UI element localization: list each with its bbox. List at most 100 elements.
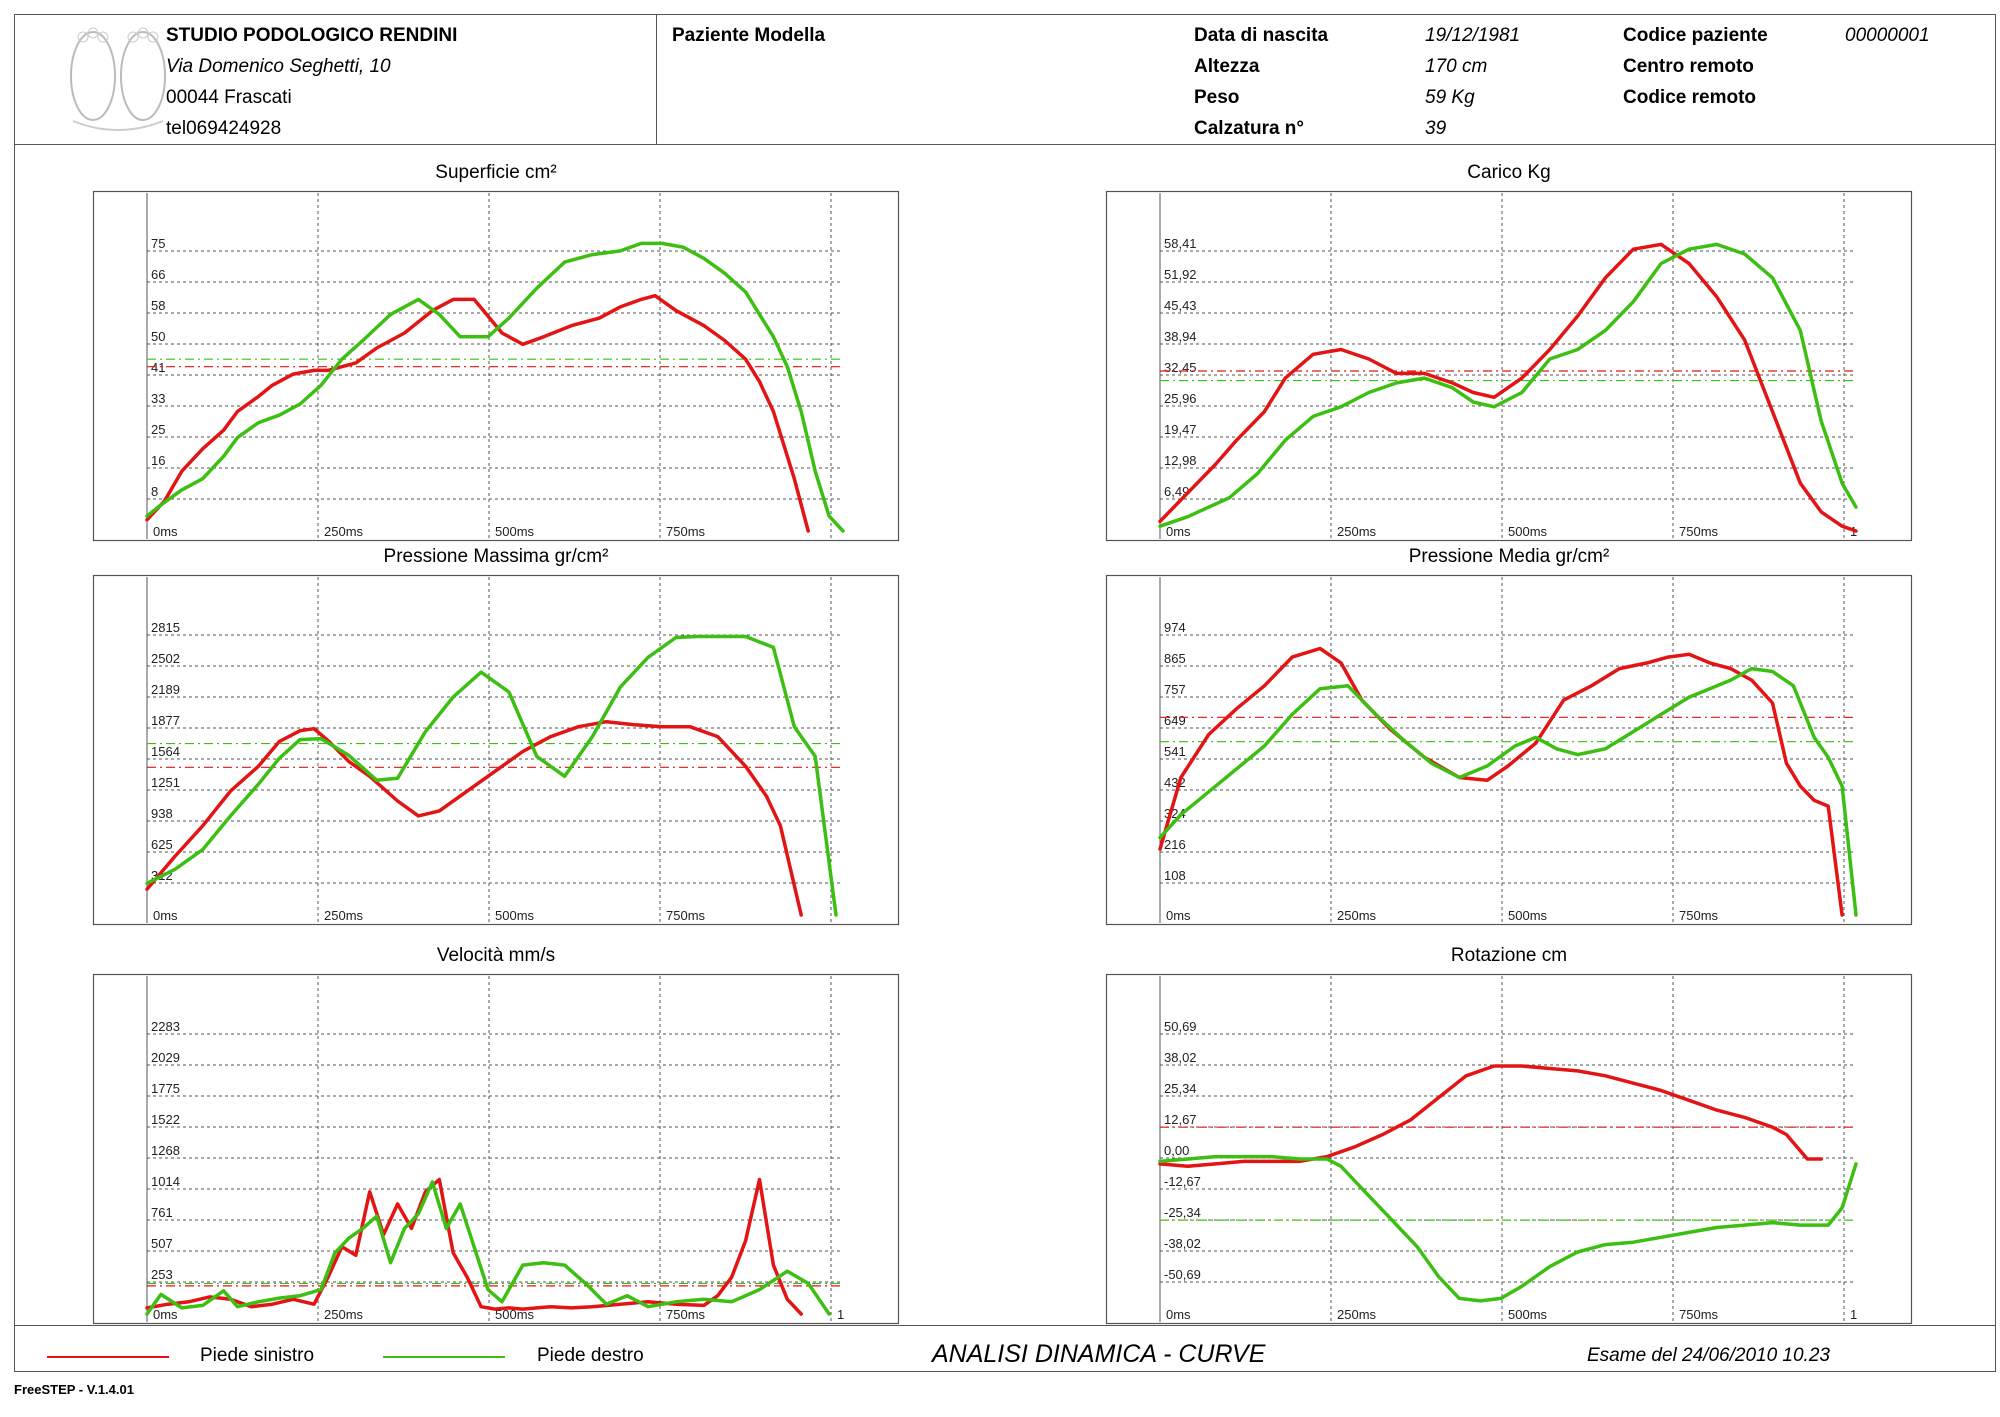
x-tick-label: 250ms (324, 524, 364, 539)
y-tick-label: 45,43 (1164, 298, 1197, 313)
plot-frame (1105, 973, 1913, 1325)
y-tick-label: 66 (151, 267, 165, 282)
chart-5: 253 507 761 1014 1268 1522 1775 2029 2283 0ms 250m… (92, 973, 900, 1325)
y-tick-label: -50,69 (1164, 1267, 1201, 1282)
legend-right-line (383, 1356, 505, 1358)
x-tick-label: 0ms (1166, 1307, 1191, 1322)
plot-frame (92, 190, 900, 542)
y-tick-label: 8 (151, 484, 158, 499)
x-tick-label: 250ms (1337, 524, 1377, 539)
y-tick-label: 865 (1164, 651, 1186, 666)
chart-6: -50,69 -38,02 -25,34 -12,67 0,00 12,67 25,34 38… (1105, 973, 1913, 1325)
birth-label: Data di nascita (1194, 25, 1329, 46)
y-tick-label: 75 (151, 236, 165, 251)
legend-left-line (47, 1356, 169, 1358)
x-tick-label: 250ms (324, 908, 364, 923)
series-right-foot (145, 634, 838, 917)
x-tick-label: 0ms (153, 524, 178, 539)
y-tick-label: 1775 (151, 1081, 180, 1096)
y-tick-label: 33 (151, 391, 165, 406)
y-tick-label: 38,94 (1164, 329, 1197, 344)
y-tick-label: 38,02 (1164, 1050, 1197, 1065)
y-tick-label: 1522 (151, 1112, 180, 1127)
y-tick-label: 12,98 (1164, 453, 1197, 468)
y-tick-label: 938 (151, 806, 173, 821)
x-tick-label: 0ms (153, 1307, 178, 1322)
y-tick-label: 0,00 (1164, 1143, 1189, 1158)
y-tick-label: 108 (1164, 868, 1186, 883)
chart-title: Pressione Media gr/cm² (1408, 546, 1610, 567)
y-tick-label: -25,34 (1164, 1205, 1201, 1220)
legend-left-label: Piede sinistro (200, 1345, 315, 1366)
x-tick-label: 1 (1850, 1307, 1857, 1322)
y-tick-label: 2283 (151, 1019, 180, 1034)
series-left-foot (145, 293, 810, 533)
clinic-address: Via Domenico Seghetti, 10 (166, 56, 391, 77)
y-tick-label: 41 (151, 360, 165, 375)
x-tick-label: 750ms (1679, 1307, 1719, 1322)
footer-divider (15, 1325, 1995, 1326)
y-tick-label: 19,47 (1164, 422, 1197, 437)
plot-frame (1105, 190, 1913, 542)
y-tick-label: 2189 (151, 682, 180, 697)
y-tick-label: 50,69 (1164, 1019, 1197, 1034)
y-tick-label: 253 (151, 1267, 173, 1282)
header-divider (656, 15, 657, 145)
clinic-name: STUDIO PODOLOGICO RENDINI (166, 25, 458, 46)
x-tick-label: 500ms (1508, 1307, 1548, 1322)
weight-value: 59 Kg (1425, 87, 1475, 108)
y-tick-label: 757 (1164, 682, 1186, 697)
shoe-label: Calzatura n° (1194, 118, 1305, 139)
remote-center-label: Centro remoto (1623, 56, 1754, 77)
series-right-foot (145, 241, 845, 533)
series-left-foot (1158, 242, 1858, 533)
series-left-foot (145, 719, 803, 917)
y-tick-label: -38,02 (1164, 1236, 1201, 1251)
clinic-city: 00044 Frascati (166, 87, 292, 108)
patient-code-label: Codice paziente (1623, 25, 1768, 46)
x-tick-label: 750ms (1679, 908, 1719, 923)
y-tick-label: 1014 (151, 1174, 180, 1189)
chart-title: Carico Kg (1467, 162, 1551, 183)
patient-name: Paziente Modella (672, 25, 826, 46)
y-tick-label: 50 (151, 329, 165, 344)
chart-title: Velocità mm/s (436, 945, 556, 966)
plot-frame (92, 973, 900, 1325)
patient-code-value: 00000001 (1845, 25, 1930, 46)
x-tick-label: 0ms (1166, 908, 1191, 923)
report-sheet: STUDIO PODOLOGICO RENDINI Via Domenico S… (14, 14, 1996, 1372)
report-title: ANALISI DINAMICA - CURVE (932, 1340, 1266, 1368)
series-right-foot (145, 1180, 831, 1316)
y-tick-label: 58 (151, 298, 165, 313)
x-tick-label: 250ms (1337, 1307, 1377, 1322)
birth-value: 19/12/1981 (1425, 25, 1521, 46)
weight-label: Peso (1194, 87, 1240, 108)
y-tick-label: 16 (151, 453, 165, 468)
x-tick-label: 750ms (666, 524, 706, 539)
chart-title: Superficie cm² (435, 162, 557, 183)
x-tick-label: 0ms (153, 908, 178, 923)
y-tick-label: 507 (151, 1236, 173, 1251)
report-header: STUDIO PODOLOGICO RENDINI Via Domenico S… (15, 15, 1995, 145)
y-tick-label: 1877 (151, 713, 180, 728)
y-tick-label: 25 (151, 422, 165, 437)
y-tick-label: 25,34 (1164, 1081, 1197, 1096)
footprint-logo (70, 27, 166, 131)
y-tick-label: 1564 (151, 744, 180, 759)
series-right-foot (1158, 666, 1858, 917)
x-tick-label: 1 (837, 1307, 844, 1322)
y-tick-label: 974 (1164, 620, 1186, 635)
series-left-foot (1158, 646, 1844, 917)
y-tick-label: 58,41 (1164, 236, 1197, 251)
y-tick-label: 32,45 (1164, 360, 1197, 375)
x-tick-label: 0ms (1166, 524, 1191, 539)
series-right-foot (1158, 242, 1858, 528)
x-tick-label: 500ms (495, 524, 535, 539)
y-tick-label: 51,92 (1164, 267, 1197, 282)
y-tick-label: 1268 (151, 1143, 180, 1158)
x-tick-label: 750ms (666, 908, 706, 923)
series-left-foot (1158, 1064, 1823, 1169)
